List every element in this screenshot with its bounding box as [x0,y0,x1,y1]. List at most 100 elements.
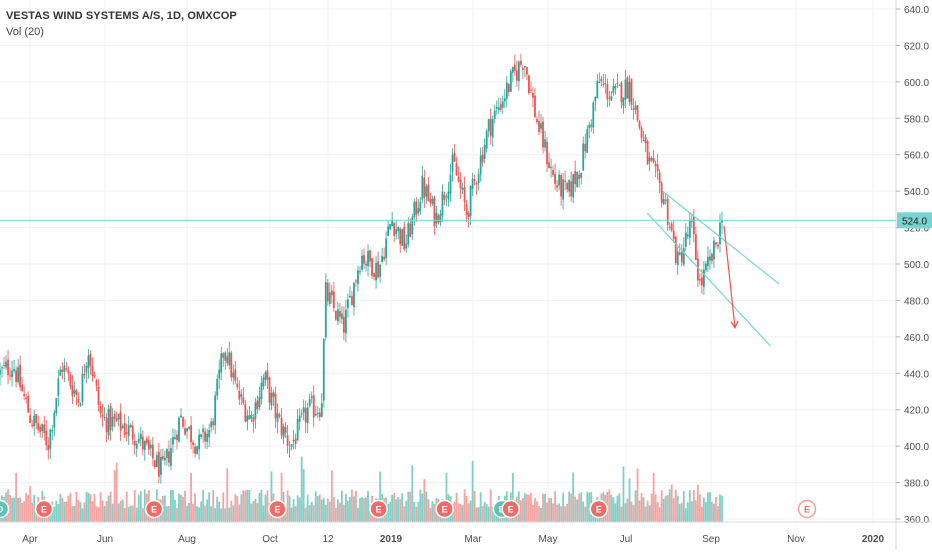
candle-body [499,104,502,110]
candle-body [141,436,144,450]
candle-body [83,373,86,376]
candle-body [196,446,198,454]
candle-body [568,180,571,192]
candle-body [244,404,247,422]
volume-bar [445,472,448,522]
event-marker-label: E [442,505,448,515]
time-tick-label: Mar [464,534,482,545]
volume-bar [168,505,170,522]
volume-bar [13,497,15,522]
volume-bar [473,490,476,522]
candle-body [698,279,701,281]
candle-body [9,375,11,377]
volume-indicator-label: Vol (20) [6,26,44,38]
time-tick-label: 2019 [380,534,403,545]
volume-bar [336,499,339,522]
volume-bar [700,506,703,522]
candle-body [576,172,579,188]
candle-body [546,142,548,165]
candle-body [5,361,7,368]
volume-bar [310,501,313,522]
volume-bar [117,503,120,522]
candle-body [33,415,36,427]
volume-bar [17,497,20,522]
candle-body [387,226,390,236]
candle-body [182,417,184,427]
candle-body [550,166,552,169]
volume-bar [558,503,560,522]
candle-body [447,191,450,200]
time-tick-label: Sep [702,534,720,545]
candle-body [13,368,15,372]
candle-body [270,392,273,406]
candle-body [501,101,504,108]
candle-body [443,194,446,200]
volume-bar [328,501,331,522]
price-tick-label: 400.0 [904,442,929,453]
candle-body [680,251,683,263]
volume-bar [670,484,673,522]
candle-body [258,396,261,407]
candle-body [682,248,685,265]
candle-body [125,432,128,434]
candle-body [143,440,146,450]
candle-body [320,403,323,417]
volume-bar [127,506,130,522]
candle-body [284,426,287,434]
volume-bar [652,472,655,522]
volume-bar [33,495,36,522]
candle-body [135,443,138,449]
candle-body [304,408,307,423]
volume-bar [642,497,645,522]
candle-body [147,440,150,450]
volume-bar [536,501,538,522]
candle-body [174,437,176,440]
candle-body [604,83,607,85]
candle-body [602,84,605,86]
volume-bar [521,498,524,522]
volume-bar [664,496,667,522]
candle-body [548,162,550,168]
price-tick-label: 540.0 [904,187,929,198]
candle-body [222,353,225,358]
candle-body [582,143,585,171]
candle-body [449,175,452,194]
volume-bar [471,460,474,522]
volume-bar [270,471,273,522]
volume-bar [316,496,319,522]
candle-body [459,180,462,189]
volume-bar [542,493,544,522]
candle-body [389,223,392,230]
volume-bar [326,498,329,522]
volume-bar [614,503,617,522]
volume-bar [9,494,11,522]
volume-bar [99,492,102,522]
candle-body [497,107,500,111]
candle-body [493,110,496,120]
candle-body [562,179,565,200]
candle-body [250,414,253,419]
candle-body [328,292,331,304]
volume-bar [224,508,227,522]
candle-body [35,414,38,424]
volume-bar [359,498,361,522]
volume-bar [244,490,247,522]
time-tick-label: 2020 [862,534,885,545]
volume-bar [141,508,144,522]
volume-bar [715,496,717,522]
price-tick-label: 440.0 [904,369,929,380]
volume-bar [556,504,558,522]
candle-body [15,370,17,382]
candle-body [517,61,520,82]
volume-bar [552,503,554,522]
earnings-marker [369,499,388,519]
candle-body [662,198,665,205]
candle-body [694,234,697,261]
candle-body [566,182,569,190]
candle-body [642,140,645,142]
volume-bar [560,506,563,522]
volume-bar [477,507,480,522]
volume-bar [568,491,571,522]
